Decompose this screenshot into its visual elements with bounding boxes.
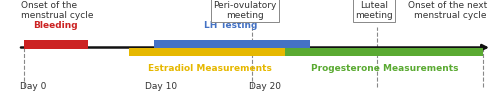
Text: Day 20: Day 20 <box>249 82 281 91</box>
Text: Luteal
meeting: Luteal meeting <box>355 1 393 20</box>
Text: Day 10: Day 10 <box>146 82 178 91</box>
FancyBboxPatch shape <box>154 40 310 49</box>
Text: Peri-ovulatory
meeting: Peri-ovulatory meeting <box>214 1 276 20</box>
Text: Progesterone Measurements: Progesterone Measurements <box>311 64 458 73</box>
Text: Bleeding: Bleeding <box>33 21 78 30</box>
Text: Estradiol Measurements: Estradiol Measurements <box>148 64 272 73</box>
FancyBboxPatch shape <box>285 48 484 56</box>
Text: Day 0: Day 0 <box>20 82 46 91</box>
Text: Onset of the next
menstrual cycle: Onset of the next menstrual cycle <box>408 1 487 20</box>
Text: Onset of the
menstrual cycle: Onset of the menstrual cycle <box>20 1 93 20</box>
FancyBboxPatch shape <box>24 40 88 49</box>
Text: LH Testing: LH Testing <box>204 21 258 30</box>
FancyBboxPatch shape <box>130 48 312 56</box>
